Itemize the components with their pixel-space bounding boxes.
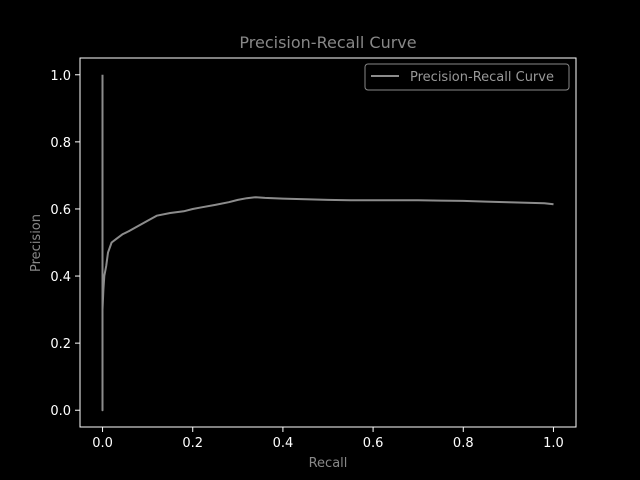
plot-area-frame — [79, 57, 577, 428]
y-axis-title: Precision — [29, 214, 44, 272]
x-tick-label: 0.8 — [453, 436, 474, 451]
y-tick-label: 0.0 — [50, 404, 71, 419]
legend: Precision-Recall Curve — [364, 63, 570, 91]
x-axis-title: Recall — [309, 456, 348, 471]
y-tick-label: 1.0 — [50, 69, 71, 84]
y-tick-label: 0.8 — [50, 136, 71, 151]
y-axis-ticks: 0.0 0.2 0.4 0.6 0.8 1.0 — [50, 69, 80, 419]
x-tick-label: 0.2 — [182, 436, 203, 451]
x-tick-label: 0.4 — [273, 436, 294, 451]
chart-title: Precision-Recall Curve — [239, 33, 416, 52]
x-axis-ticks: 0.0 0.2 0.4 0.6 0.8 1.0 — [92, 427, 564, 451]
x-tick-label: 1.0 — [543, 436, 564, 451]
legend-box — [364, 63, 570, 91]
series-line-precision-recall — [101, 74, 554, 412]
y-tick-label: 0.6 — [50, 203, 71, 218]
y-tick-label: 0.2 — [50, 337, 71, 352]
x-tick-label: 0.0 — [92, 436, 113, 451]
series-layer — [101, 74, 554, 412]
y-tick-label: 0.4 — [50, 270, 71, 285]
legend-entry-label: Precision-Recall Curve — [410, 70, 554, 85]
x-tick-label: 0.6 — [363, 436, 384, 451]
